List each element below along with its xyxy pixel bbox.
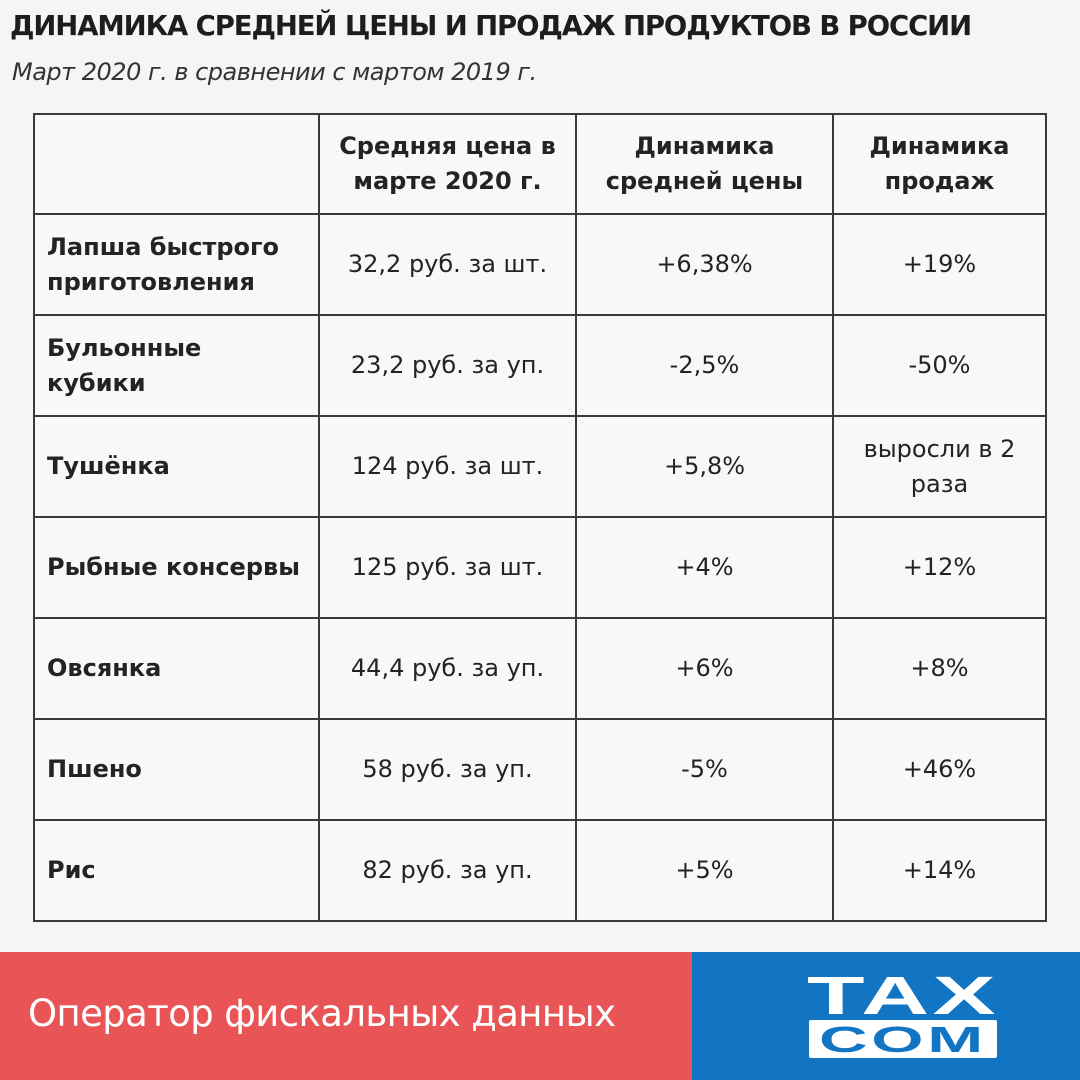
sales-change: +46% [832, 718, 1047, 821]
product-name: Рис [33, 819, 320, 922]
header-cell-price-dynamics: Динамика средней цены [575, 113, 834, 215]
table-row: Рис 82 руб. за уп. +5% +14% [33, 819, 1047, 922]
page-subtitle: Март 2020 г. в сравнении с мартом 2019 г… [12, 58, 537, 86]
sales-change: +14% [832, 819, 1047, 922]
sales-change: выросли в 2 раза [832, 415, 1047, 518]
header-cell-sales-dynamics: Динамика продаж [832, 113, 1047, 215]
table-row: Бульонные кубики 23,2 руб. за уп. -2,5% … [33, 314, 1047, 417]
sales-change: +12% [832, 516, 1047, 619]
price-change: +5% [575, 819, 834, 922]
table-row: Тушёнка 124 руб. за шт. +5,8% выросли в … [33, 415, 1047, 518]
price-change: +6,38% [575, 213, 834, 316]
price-change: +5,8% [575, 415, 834, 518]
sales-change: +8% [832, 617, 1047, 720]
product-name: Рыбные консервы [33, 516, 320, 619]
footer-logo-panel [692, 952, 1080, 1080]
sales-change: -50% [832, 314, 1047, 417]
product-name: Овсянка [33, 617, 320, 720]
product-name: Бульонные кубики [33, 314, 320, 417]
avg-price: 32,2 руб. за шт. [318, 213, 577, 316]
footer-banner [0, 952, 692, 1080]
price-change: -5% [575, 718, 834, 821]
product-name: Тушёнка [33, 415, 320, 518]
product-name: Пшено [33, 718, 320, 821]
avg-price: 23,2 руб. за уп. [318, 314, 577, 417]
table-row: Лапша быстрого приготовления 32,2 руб. з… [33, 213, 1047, 316]
page-title: ДИНАМИКА СРЕДНЕЙ ЦЕНЫ И ПРОДАЖ ПРОДУКТОВ… [10, 10, 972, 42]
table-row: Пшено 58 руб. за уп. -5% +46% [33, 718, 1047, 821]
product-name: Лапша быстрого приготовления [33, 213, 320, 316]
price-change: +6% [575, 617, 834, 720]
table-header-row: Средняя цена в марте 2020 г. Динамика ср… [33, 113, 1047, 215]
taxcom-logo: TAX COM [807, 970, 999, 1060]
header-cell-empty [33, 113, 320, 215]
avg-price: 58 руб. за уп. [318, 718, 577, 821]
avg-price: 44,4 руб. за уп. [318, 617, 577, 720]
header-cell-avg-price: Средняя цена в марте 2020 г. [318, 113, 577, 215]
logo-bar [809, 1020, 997, 1058]
avg-price: 124 руб. за шт. [318, 415, 577, 518]
price-dynamics-table: Средняя цена в марте 2020 г. Динамика ср… [33, 113, 1047, 922]
table-row: Рыбные консервы 125 руб. за шт. +4% +12% [33, 516, 1047, 619]
table-row: Овсянка 44,4 руб. за уп. +6% +8% [33, 617, 1047, 720]
price-change: +4% [575, 516, 834, 619]
sales-change: +19% [832, 213, 1047, 316]
avg-price: 82 руб. за уп. [318, 819, 577, 922]
logo-text-bottom: COM [819, 1019, 987, 1060]
price-change: -2,5% [575, 314, 834, 417]
footer-caption: Оператор фискальных данных [28, 992, 616, 1035]
logo-text-top: TAX [807, 970, 999, 1026]
avg-price: 125 руб. за шт. [318, 516, 577, 619]
